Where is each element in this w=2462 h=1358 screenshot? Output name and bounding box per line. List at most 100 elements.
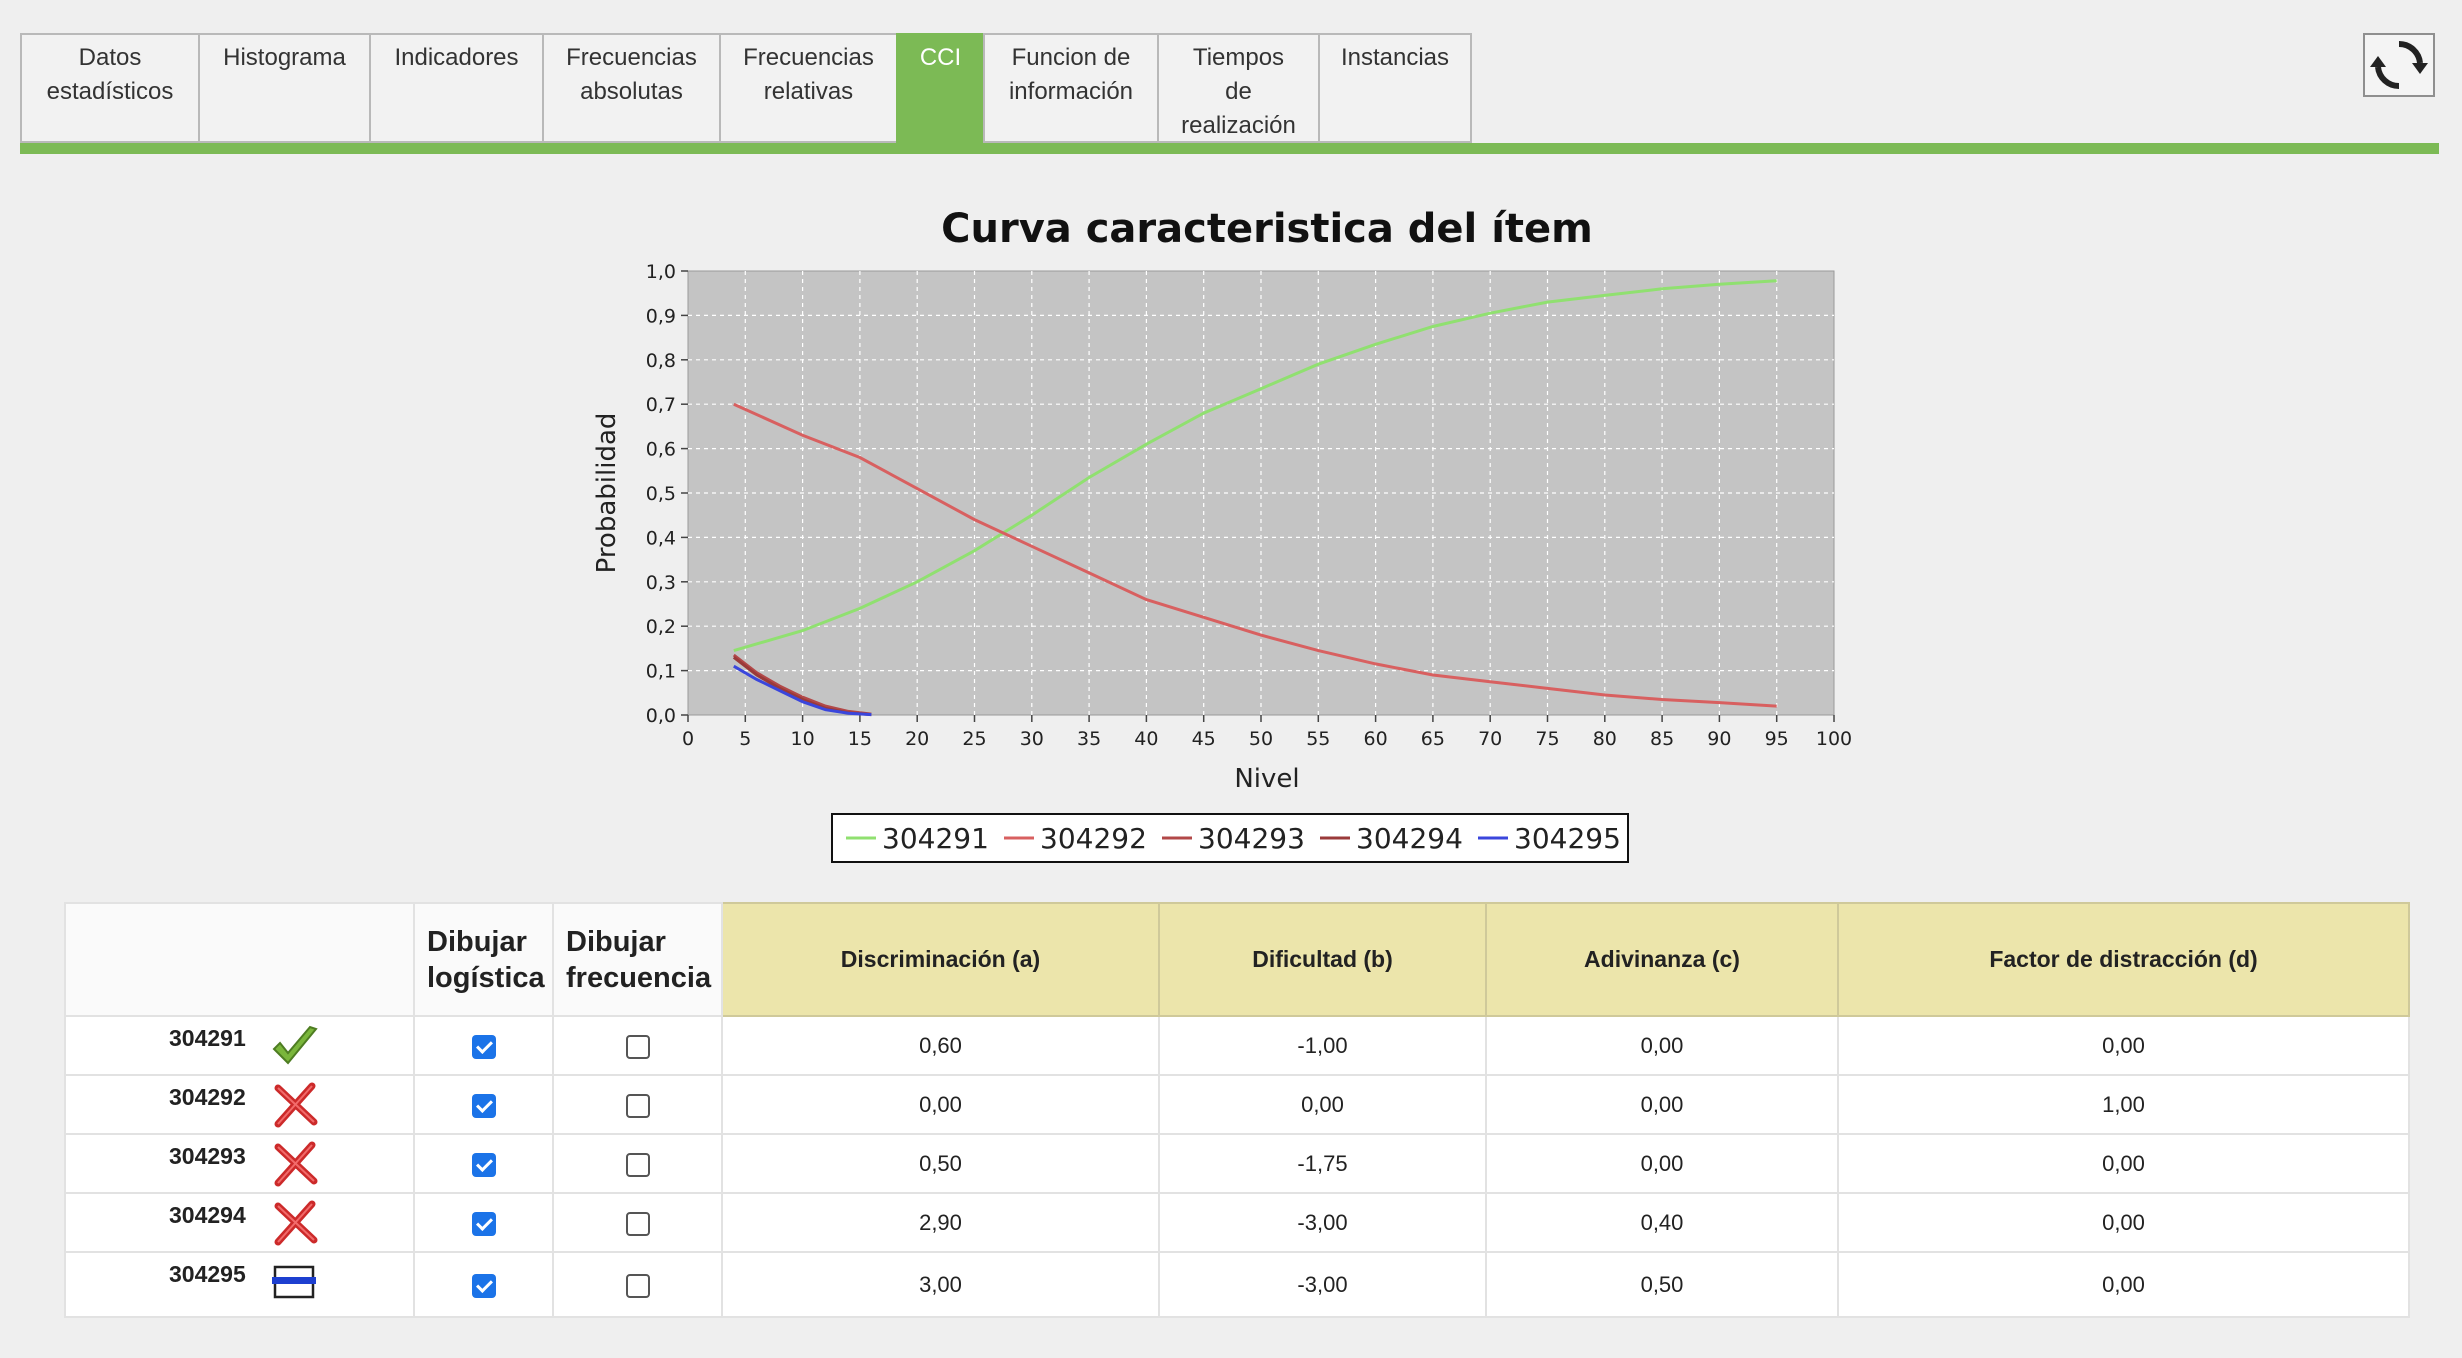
cross-icon	[270, 1200, 320, 1252]
legend-label-304291: 304291	[882, 822, 989, 855]
item-cell: 304293	[64, 1133, 415, 1194]
legend-label-304293: 304293	[1198, 822, 1305, 855]
x-tick-label: 0	[682, 728, 694, 750]
x-tick-label: 90	[1707, 728, 1731, 750]
refresh-button[interactable]	[2363, 33, 2435, 97]
cross-icon	[270, 1141, 320, 1193]
x-axis: 0 5 10 15 20 25 30 35 40 45 50 55 60 65 70 75 80 85 90 95 10…	[682, 715, 1852, 750]
tab-cci[interactable]: CCI	[896, 33, 983, 143]
y-tick-label: 0,1	[646, 661, 676, 683]
x-tick-label: 100	[1816, 728, 1852, 750]
tab-datos-estadisticos[interactable]: Datos estadísticos	[20, 33, 198, 143]
draw-logistic-cell	[413, 1133, 554, 1194]
x-tick-label: 50	[1249, 728, 1273, 750]
draw-logistic-cell	[413, 1015, 554, 1076]
item-characteristic-chart: Curva caracteristica del ítem 0,00,10,20…	[592, 206, 1852, 863]
distraction-value: 0,00	[1837, 1133, 2410, 1194]
guessing-value: 0,50	[1485, 1251, 1839, 1318]
y-tick-label: 0,3	[646, 572, 676, 594]
difficulty-value: -3,00	[1158, 1251, 1487, 1318]
distraction-value: 0,00	[1837, 1192, 2410, 1253]
item-parameters-table: Dibujar logística Dibujar frecuencia Dis…	[64, 902, 2410, 1318]
draw-frequency-checkbox[interactable]	[625, 1273, 650, 1298]
table-row: 304292 0,00 0,00 0,00 1,00	[64, 1074, 2410, 1135]
x-tick-label: 35	[1077, 728, 1101, 750]
item-id: 304293	[169, 1143, 246, 1169]
table-row: 304291 0,60 -1,00 0,00 0,00	[64, 1015, 2410, 1076]
tab-funcion-de-informacion[interactable]: Funcion de información	[983, 33, 1157, 143]
y-tick-label: 0,8	[646, 350, 676, 372]
cross-icon	[270, 1082, 320, 1134]
y-axis-title: Probabilidad	[592, 413, 622, 574]
draw-frequency-checkbox[interactable]	[625, 1211, 650, 1236]
tab-instancias[interactable]: Instancias	[1318, 33, 1472, 143]
distraction-header: Factor de distracción (d)	[1837, 902, 2410, 1017]
y-tick-label: 0,0	[646, 705, 676, 727]
difficulty-value: 0,00	[1158, 1074, 1487, 1135]
draw-frequency-checkbox[interactable]	[625, 1093, 650, 1118]
draw-logistic-cell	[413, 1074, 554, 1135]
table-row: 304293 0,50 -1,75 0,00 0,00	[64, 1133, 2410, 1194]
series-line-304292	[733, 402, 1777, 708]
difficulty-header: Dificultad (b)	[1158, 902, 1487, 1017]
x-tick-label: 55	[1306, 728, 1330, 750]
discrimination-value: 0,00	[721, 1074, 1160, 1135]
y-tick-label: 0,6	[646, 439, 676, 461]
x-tick-label: 75	[1535, 728, 1559, 750]
x-tick-label: 40	[1134, 728, 1158, 750]
draw-frequency-cell	[552, 1133, 723, 1194]
draw-frequency-cell	[552, 1015, 723, 1076]
x-tick-label: 80	[1593, 728, 1617, 750]
x-tick-label: 45	[1192, 728, 1216, 750]
item-id: 304292	[169, 1084, 246, 1110]
item-cell: 304295	[64, 1251, 415, 1318]
y-tick-label: 0,2	[646, 616, 676, 638]
discrimination-value: 3,00	[721, 1251, 1160, 1318]
chart-legend: 304291 304292 304293 304294 304295	[831, 813, 1629, 863]
draw-logistic-checkbox[interactable]	[471, 1211, 496, 1236]
item-header-empty	[64, 902, 415, 1017]
distraction-value: 0,00	[1837, 1251, 2410, 1318]
draw-frequency-header: Dibujar frecuencia	[552, 902, 723, 1017]
y-tick-label: 0,7	[646, 394, 676, 416]
draw-frequency-cell	[552, 1074, 723, 1135]
table-row: 304295 3,00 -3,00 0,50 0,00	[64, 1251, 2410, 1318]
tab-bar: Datos estadísticos Histograma Indicadore…	[20, 33, 1472, 143]
guessing-value: 0,00	[1485, 1133, 1839, 1194]
distraction-value: 1,00	[1837, 1074, 2410, 1135]
refresh-icon	[2370, 40, 2428, 90]
guessing-value: 0,40	[1485, 1192, 1839, 1253]
y-tick-label: 0,9	[646, 305, 676, 327]
discrimination-value: 2,90	[721, 1192, 1160, 1253]
y-axis: 0,0 0,1 0,2 0,3 0,4 0,5 0,6 0,7 0,8 0,9 1,0	[646, 261, 688, 727]
draw-logistic-checkbox[interactable]	[471, 1093, 496, 1118]
tab-histograma[interactable]: Histograma	[198, 33, 369, 143]
series-lines	[732, 279, 1777, 717]
tab-frecuencias-absolutas[interactable]: Frecuencias absolutas	[542, 33, 719, 143]
x-tick-label: 65	[1421, 728, 1445, 750]
draw-frequency-checkbox[interactable]	[625, 1152, 650, 1177]
draw-logistic-cell	[413, 1251, 554, 1318]
x-tick-label: 15	[848, 728, 872, 750]
draw-frequency-checkbox[interactable]	[625, 1034, 650, 1059]
draw-logistic-checkbox[interactable]	[471, 1152, 496, 1177]
draw-logistic-checkbox[interactable]	[471, 1034, 496, 1059]
item-id: 304291	[169, 1025, 246, 1051]
draw-logistic-checkbox[interactable]	[471, 1273, 496, 1298]
x-tick-label: 30	[1020, 728, 1044, 750]
discrimination-value: 0,60	[721, 1015, 1160, 1076]
tab-underline	[20, 143, 2439, 154]
tab-indicadores[interactable]: Indicadores	[369, 33, 542, 143]
table-row: 304294 2,90 -3,00 0,40 0,00	[64, 1192, 2410, 1253]
discrimination-header: Discriminación (a)	[721, 902, 1160, 1017]
difficulty-value: -3,00	[1158, 1192, 1487, 1253]
draw-logistic-cell	[413, 1192, 554, 1253]
x-tick-label: 70	[1478, 728, 1502, 750]
tab-tiempos-de-realizacion[interactable]: Tiempos de realización	[1157, 33, 1318, 143]
legend-label-304292: 304292	[1040, 822, 1147, 855]
tab-frecuencias-relativas[interactable]: Frecuencias relativas	[719, 33, 896, 143]
guessing-value: 0,00	[1485, 1015, 1839, 1076]
distraction-value: 0,00	[1837, 1015, 2410, 1076]
x-tick-label: 10	[791, 728, 815, 750]
series-line-304295	[733, 664, 872, 717]
